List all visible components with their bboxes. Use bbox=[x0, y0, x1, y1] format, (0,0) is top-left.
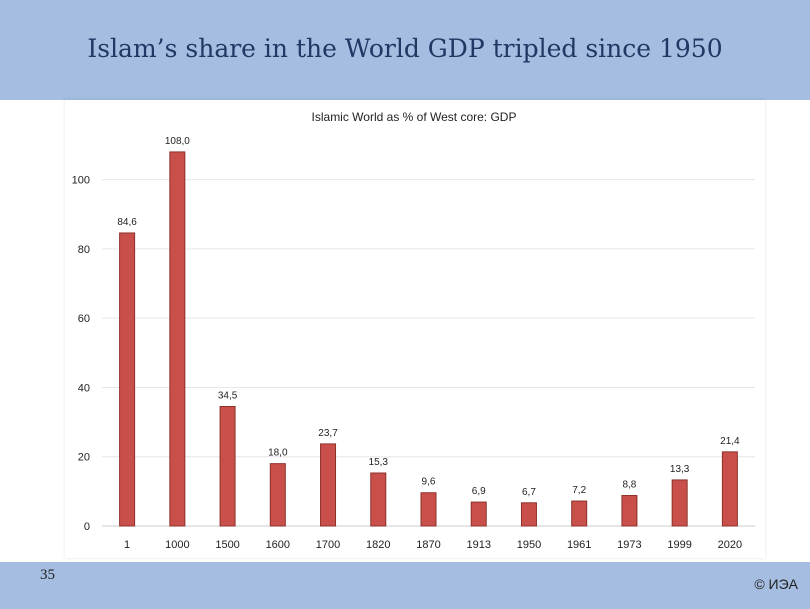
y-tick-label: 40 bbox=[78, 382, 90, 394]
data-label-1913: 6,9 bbox=[472, 486, 486, 497]
y-axis-ticks: 0 20 40 60 80 100 bbox=[72, 175, 90, 533]
y-tick-label: 80 bbox=[78, 244, 90, 256]
data-label-1000: 108,0 bbox=[165, 136, 190, 147]
chart-title: Islamic World as % of West core: GDP bbox=[312, 110, 517, 124]
x-tick-label-1950: 1950 bbox=[517, 539, 541, 551]
x-tick-label-1700: 1700 bbox=[316, 539, 340, 551]
bar-1 bbox=[119, 232, 136, 527]
bar-1820 bbox=[370, 472, 387, 527]
slide-number: 35 bbox=[40, 567, 55, 583]
data-label-1870: 9,6 bbox=[422, 477, 436, 488]
bar-1913 bbox=[470, 501, 487, 527]
bar-1700 bbox=[320, 443, 337, 527]
x-tick-label-1: 1 bbox=[124, 539, 130, 551]
x-tick-label-1913: 1913 bbox=[466, 539, 490, 551]
data-labels: 84,6 108,0 34,5 18,0 23,7 15,3 9,6 6,9 6,7 7,2 8,8… bbox=[117, 136, 740, 498]
y-tick-label: 100 bbox=[72, 175, 90, 187]
x-axis-ticks: 1 1000 1500 1600 1700 1820 1870 1913 1950 1961 197… bbox=[124, 539, 742, 551]
x-tick-label-1000: 1000 bbox=[165, 539, 189, 551]
x-tick-label-2020: 2020 bbox=[718, 539, 742, 551]
data-label-1961: 7,2 bbox=[572, 485, 586, 496]
data-label-1500: 34,5 bbox=[218, 391, 238, 402]
bar-1000 bbox=[169, 151, 186, 527]
data-label-2020: 21,4 bbox=[720, 436, 740, 447]
y-tick-label: 0 bbox=[84, 521, 90, 533]
bar-2020 bbox=[721, 451, 738, 527]
header-band: Islam’s share in the World GDP tripled s… bbox=[0, 0, 810, 100]
bar-1500 bbox=[219, 406, 236, 527]
footer-band: 35 © ИЭА bbox=[0, 562, 810, 609]
x-tick-label-1961: 1961 bbox=[567, 539, 591, 551]
bar-1600 bbox=[269, 463, 286, 527]
x-tick-label-1500: 1500 bbox=[215, 539, 239, 551]
x-tick-label-1870: 1870 bbox=[416, 539, 440, 551]
data-label-1820: 15,3 bbox=[369, 457, 389, 468]
bar-1973 bbox=[621, 495, 638, 527]
data-label-1600: 18,0 bbox=[268, 448, 288, 459]
x-tick-label-1999: 1999 bbox=[667, 539, 691, 551]
y-tick-label: 20 bbox=[78, 452, 90, 464]
bar-1999 bbox=[671, 479, 688, 527]
bars bbox=[119, 151, 738, 527]
y-tick-label: 60 bbox=[78, 313, 90, 325]
data-label-1950: 6,7 bbox=[522, 487, 536, 498]
x-tick-label-1600: 1600 bbox=[266, 539, 290, 551]
data-label-1999: 13,3 bbox=[670, 464, 690, 475]
x-tick-label-1973: 1973 bbox=[617, 539, 641, 551]
data-label-1973: 8,8 bbox=[622, 480, 636, 491]
data-label-1700: 23,7 bbox=[318, 428, 338, 439]
copyright-text: © ИЭА bbox=[754, 576, 798, 592]
slide-title: Islam’s share in the World GDP tripled s… bbox=[87, 33, 723, 63]
bar-1950 bbox=[520, 502, 537, 527]
bar-1870 bbox=[420, 492, 437, 527]
data-label-1: 84,6 bbox=[117, 217, 137, 228]
x-tick-label-1820: 1820 bbox=[366, 539, 390, 551]
bar-1961 bbox=[571, 500, 588, 527]
bar-chart: Islamic World as % of West core: GDP 0 20… bbox=[72, 110, 755, 551]
grid-lines bbox=[102, 179, 755, 527]
